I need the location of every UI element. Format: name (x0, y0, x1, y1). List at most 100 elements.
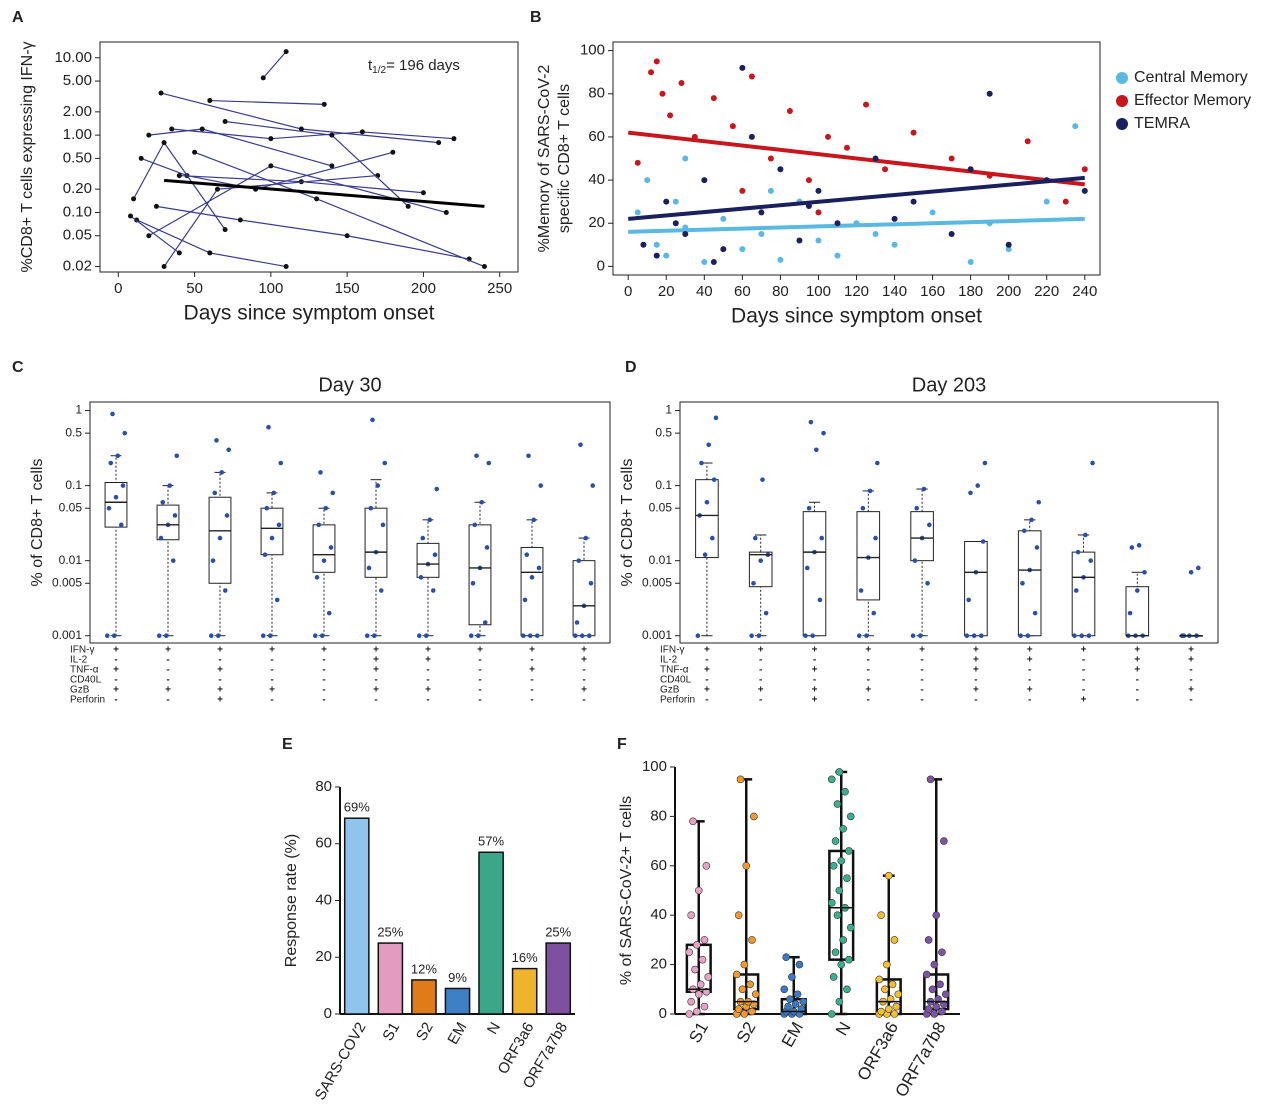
point (890, 1010, 899, 1018)
point (734, 911, 743, 920)
point (434, 486, 440, 492)
matrix-cell: + (373, 645, 379, 656)
matrix-cell: - (166, 675, 169, 686)
matrix-cell: + (321, 645, 327, 656)
point (1086, 633, 1092, 639)
point (427, 517, 433, 523)
matrix-cell: - (530, 655, 533, 666)
point (579, 633, 585, 639)
point (486, 460, 492, 466)
point (326, 610, 332, 616)
y-tick-label: 80 (588, 85, 605, 102)
trajectory (130, 215, 180, 254)
trajectory (209, 99, 325, 105)
point (938, 1007, 946, 1016)
point (846, 923, 855, 932)
point (260, 633, 266, 639)
point (146, 132, 152, 138)
point (323, 505, 329, 511)
point (846, 812, 855, 821)
trajectory (140, 151, 394, 190)
point (215, 633, 221, 639)
point (161, 264, 167, 270)
row-label: IL-2 (660, 655, 678, 666)
point (888, 980, 897, 989)
matrix-cell: + (1188, 685, 1194, 696)
point (863, 101, 870, 108)
point (932, 1002, 941, 1011)
point (1188, 569, 1194, 575)
point (760, 477, 765, 482)
matrix-cell: - (759, 675, 762, 686)
point (804, 565, 810, 571)
point (748, 133, 755, 140)
matrix-cell: - (478, 655, 481, 666)
point (948, 231, 955, 238)
matrix-cell: - (322, 655, 325, 666)
point (751, 580, 756, 586)
point (405, 203, 411, 209)
x-tick-label: 140 (882, 283, 907, 300)
panel-letter: A (12, 9, 24, 26)
matrix-cell: - (705, 675, 708, 686)
point (967, 259, 974, 266)
matrix-cell: + (758, 685, 764, 696)
matrix-cell: + (1188, 645, 1194, 656)
row-label: GzB (70, 685, 90, 696)
x-tick-label: 100 (258, 280, 283, 297)
matrix-cell: + (1027, 645, 1033, 656)
matrix-cell: - (759, 695, 762, 706)
point (756, 633, 762, 639)
value-label: 57% (478, 834, 504, 849)
matrix-cell: + (113, 665, 119, 676)
y-tick-label: 0.1 (655, 478, 672, 492)
x-tick-label: 0 (114, 280, 122, 297)
point (667, 112, 674, 119)
matrix-cell: - (1082, 675, 1085, 686)
point (767, 187, 774, 194)
point (1081, 166, 1088, 173)
point (964, 633, 970, 639)
panel-letter: D (625, 359, 637, 376)
panel-letter: F (617, 736, 627, 753)
x-tick-label: S1 (379, 1019, 403, 1043)
point (536, 565, 542, 571)
point (475, 633, 481, 639)
point (163, 633, 169, 639)
matrix-cell: - (322, 685, 325, 696)
point (590, 483, 596, 488)
point (138, 155, 144, 161)
matrix-cell: - (166, 655, 169, 666)
point (968, 490, 973, 496)
point (131, 196, 137, 202)
y-axis-label: specific CD8+ T cells (556, 84, 573, 233)
point (271, 490, 277, 496)
point (318, 470, 323, 475)
y-tick-label: 0 (324, 1005, 332, 1022)
point (653, 252, 660, 259)
point (837, 857, 846, 865)
matrix-cell: - (759, 665, 762, 676)
point (831, 837, 840, 845)
x-tick-label: 20 (658, 283, 675, 300)
bar (444, 987, 471, 1015)
point (1021, 528, 1027, 534)
point (795, 960, 804, 969)
bar (478, 851, 504, 1015)
point (814, 447, 819, 453)
panel-title: Day 30 (318, 374, 381, 396)
point (482, 620, 488, 625)
annotation: t1/2= 196 days (368, 57, 460, 76)
point (929, 209, 936, 216)
annotation-subscript: 1/2 (372, 65, 386, 76)
point (687, 911, 695, 920)
matrix-cell: + (425, 685, 431, 696)
legend-label: TEMRA (1134, 115, 1190, 132)
row-label: CD40L (660, 675, 692, 686)
matrix-cell: + (704, 665, 710, 676)
point (167, 483, 173, 488)
matrix-cell: + (217, 645, 223, 656)
point (682, 155, 689, 162)
point (698, 955, 707, 964)
